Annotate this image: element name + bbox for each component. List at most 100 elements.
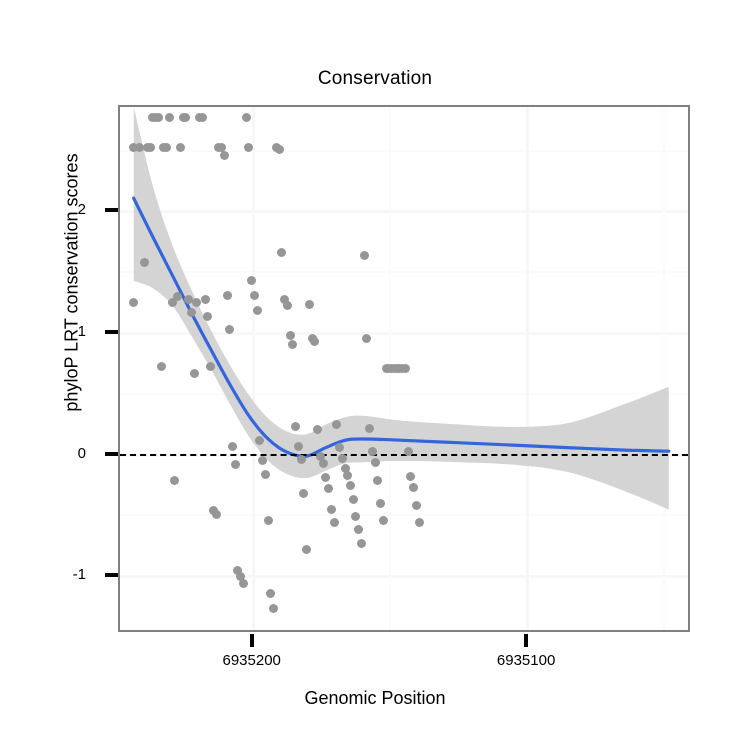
scatter-point: [134, 142, 144, 152]
scatter-point: [244, 142, 254, 152]
scatter-point: [362, 333, 372, 343]
grid-line-minor-h: [120, 514, 688, 517]
zero-reference-line: [120, 453, 688, 456]
chart-title: Conservation: [317, 68, 433, 89]
scatter-point: [376, 499, 386, 508]
scatter-point: [288, 339, 298, 349]
scatter-point: [233, 565, 243, 575]
y-axis-title: phyloP LRT conservation scores: [61, 153, 82, 412]
y-axis-tick-mark: [105, 208, 118, 213]
scatter-point: [145, 142, 155, 152]
scatter-point: [206, 361, 216, 371]
scatter-point: [329, 518, 339, 528]
scatter-point: [321, 473, 331, 483]
y-axis-tick-label: 2: [77, 201, 86, 219]
scatter-point: [351, 512, 361, 522]
scatter-point: [162, 142, 172, 152]
scatter-point: [365, 423, 375, 433]
grid-line-major-h: [120, 210, 688, 214]
scatter-point: [400, 364, 410, 373]
scatter-point: [189, 368, 199, 378]
scatter-point: [296, 455, 306, 465]
scatter-point: [332, 419, 342, 429]
confidence-band: [133, 107, 669, 510]
scatter-point: [378, 516, 388, 526]
grid-line-major-v: [526, 107, 530, 630]
scatter-point: [299, 489, 309, 499]
scatter-point: [411, 501, 421, 511]
scatter-point: [343, 471, 353, 481]
scatter-point: [318, 458, 328, 468]
y-axis-tick-label: -1: [72, 566, 86, 584]
scatter-point: [211, 509, 221, 519]
scatter-point: [277, 248, 287, 258]
scatter-point: [370, 457, 380, 467]
x-axis-tick-mark: [249, 634, 254, 647]
scatter-point: [140, 258, 150, 268]
scatter-point: [173, 292, 183, 302]
grid-line-minor-v: [663, 107, 666, 630]
scatter-point: [230, 460, 240, 470]
scatter-point: [200, 294, 210, 304]
scatter-point: [291, 422, 301, 432]
y-axis-tick-label: 0: [77, 444, 86, 462]
scatter-point: [337, 454, 347, 463]
grid-line-minor-h: [120, 392, 688, 395]
x-axis-title: Genomic Position: [304, 688, 446, 708]
scatter-point: [175, 142, 185, 152]
scatter-point: [285, 331, 295, 341]
plot-panel: [118, 105, 690, 632]
y-axis-tick-mark: [105, 451, 118, 456]
y-axis-tick-label: 1: [77, 323, 86, 340]
scatter-point: [280, 294, 290, 304]
scatter-point: [354, 524, 364, 534]
scatter-point: [310, 337, 320, 347]
y-axis-tick-mark: [105, 330, 118, 334]
scatter-point: [258, 456, 268, 466]
scatter-point: [181, 113, 191, 123]
scatter-point: [359, 250, 369, 260]
scatter-point: [197, 113, 207, 123]
scatter-point: [315, 451, 325, 461]
scatter-point: [345, 480, 355, 490]
grid-line-major-h: [120, 332, 688, 335]
scatter-point: [414, 518, 424, 528]
scatter-point: [282, 300, 292, 310]
scatter-point: [203, 311, 213, 321]
scatter-point: [247, 276, 257, 286]
scatter-point: [356, 539, 366, 549]
scatter-point: [266, 589, 276, 598]
scatter-point: [222, 291, 232, 301]
x-axis-tick-label: 6935200: [222, 652, 281, 669]
scatter-point: [269, 603, 279, 613]
scatter-point: [236, 571, 246, 581]
grid-line-minor-h: [120, 271, 688, 274]
scatter-point: [255, 435, 265, 445]
scatter-point: [406, 472, 416, 482]
scatter-point: [129, 298, 139, 308]
x-axis-tick-label: 6935100: [496, 652, 556, 669]
scatter-point: [219, 151, 229, 161]
scatter-point: [164, 113, 174, 123]
scatter-point: [184, 294, 194, 304]
scatter-point: [367, 446, 377, 456]
scatter-point: [167, 298, 177, 308]
scatter-point: [186, 308, 196, 318]
scatter-point: [153, 113, 163, 123]
grid-line-minor-h: [120, 149, 688, 152]
scatter-point: [324, 484, 334, 494]
grid-line-major-v: [251, 107, 255, 630]
scatter-point: [156, 361, 166, 371]
scatter-point: [170, 475, 180, 485]
scatter-point: [228, 441, 237, 451]
scatter-point: [192, 298, 202, 308]
scatter-point: [409, 483, 419, 493]
scatter-point: [403, 446, 413, 456]
scatter-point: [241, 113, 251, 123]
scatter-point: [313, 424, 323, 434]
scatter-point: [225, 325, 235, 335]
scatter-point: [249, 291, 259, 301]
scatter-point: [274, 145, 284, 155]
scatter-point: [263, 516, 273, 526]
